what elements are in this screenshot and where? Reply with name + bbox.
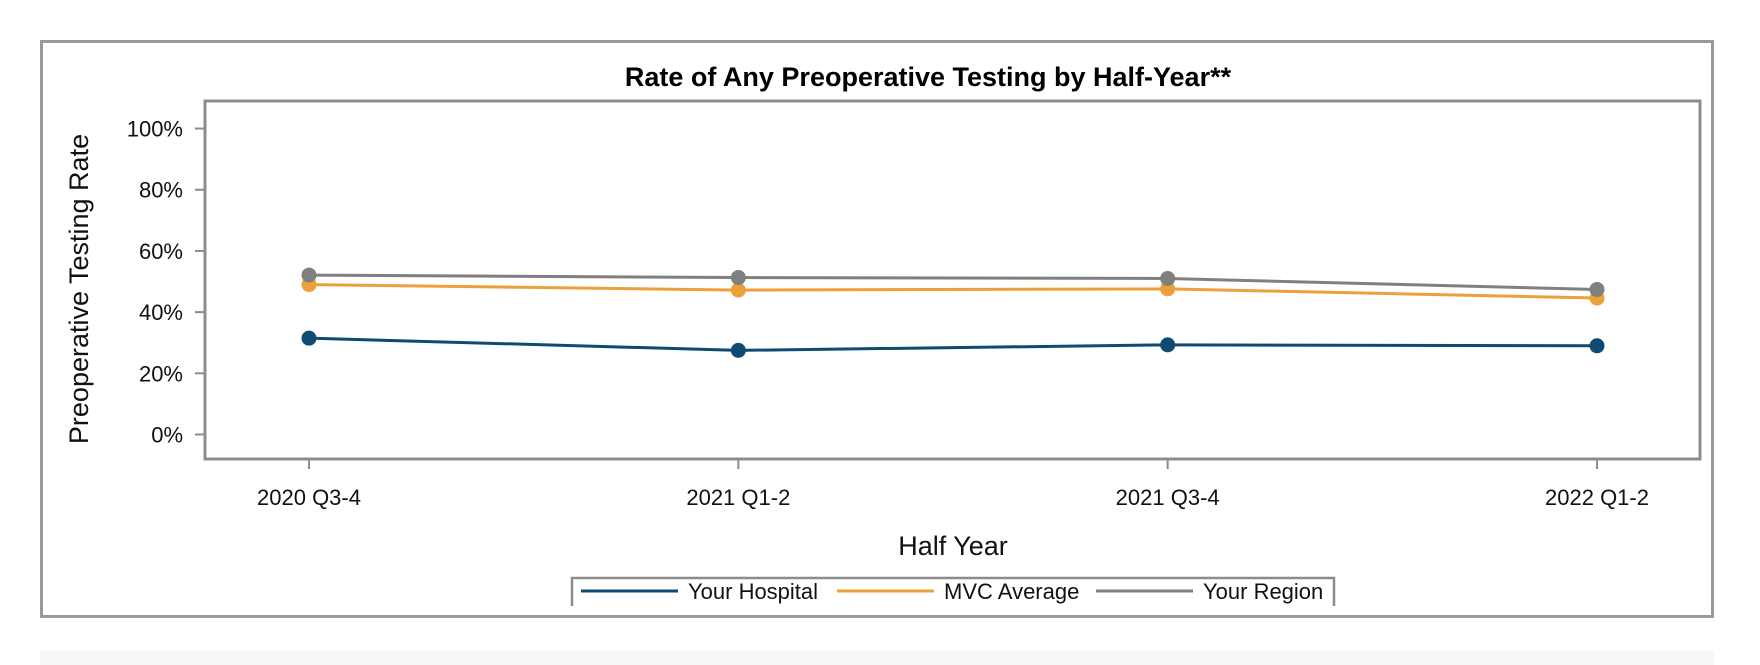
- legend-label: Your Hospital: [688, 579, 818, 604]
- x-axis: 2020 Q3-4 2021 Q1-2 2021 Q3-4 2022 Q1-2: [257, 459, 1649, 510]
- data-point: [1589, 338, 1605, 354]
- chart-frame: [40, 40, 1714, 618]
- y-axis: 0% 20% 40% 60% 80% 100%: [127, 117, 205, 448]
- series-layer: [301, 267, 1605, 358]
- series-line: [308, 283, 1598, 300]
- series-mvc-average: [301, 277, 1605, 306]
- legend-label: MVC Average: [944, 579, 1079, 604]
- x-axis-title: Half Year: [898, 531, 1008, 561]
- legend-item: Your Region: [1096, 579, 1323, 604]
- data-point: [1589, 281, 1605, 297]
- bottom-strip: [40, 650, 1714, 665]
- series-line: [308, 273, 1598, 291]
- legend-box: [570, 576, 1336, 606]
- x-tick-label: 2022 Q1-2: [1545, 485, 1649, 510]
- legend: Your Hospital MVC Average Your Region: [570, 576, 1336, 606]
- y-tick-label: 0%: [151, 423, 183, 448]
- series-line: [308, 336, 1598, 352]
- series-your-region: [301, 267, 1605, 297]
- y-tick-label: 60%: [139, 239, 183, 264]
- chart-title: Rate of Any Preoperative Testing by Half…: [625, 62, 1232, 92]
- y-tick-label: 80%: [139, 178, 183, 203]
- y-tick-label: 100%: [127, 117, 183, 142]
- legend-label: Your Region: [1203, 579, 1323, 604]
- data-point: [301, 267, 317, 283]
- data-point: [730, 270, 746, 286]
- x-tick-label: 2020 Q3-4: [257, 485, 361, 510]
- legend-item: MVC Average: [837, 579, 1079, 604]
- y-tick-label: 20%: [139, 361, 183, 386]
- data-point: [1160, 270, 1176, 286]
- data-point: [730, 282, 746, 298]
- legend-item: Your Hospital: [581, 579, 818, 604]
- data-point: [1160, 281, 1176, 297]
- x-tick-label: 2021 Q3-4: [1116, 485, 1220, 510]
- y-axis-title: Preoperative Testing Rate: [64, 134, 94, 444]
- x-tick-label: 2021 Q1-2: [686, 485, 790, 510]
- y-tick-label: 40%: [139, 300, 183, 325]
- plot-area: [203, 99, 1702, 461]
- data-point: [1160, 337, 1176, 353]
- data-point: [301, 330, 317, 346]
- series-your-hospital: [301, 330, 1605, 358]
- data-point: [730, 342, 746, 358]
